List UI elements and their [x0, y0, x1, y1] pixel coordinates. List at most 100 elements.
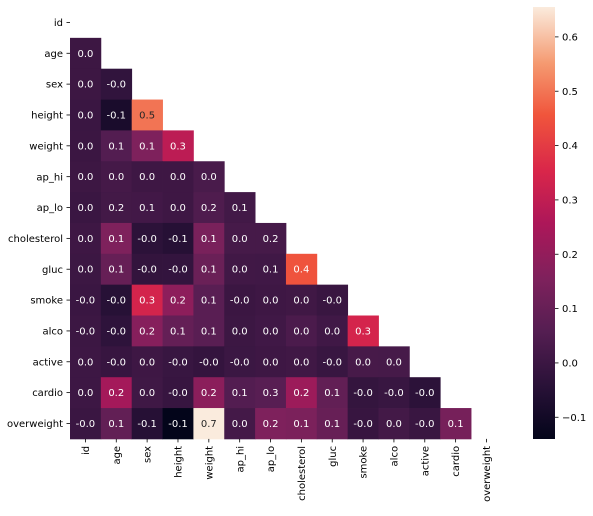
heatmap-cell-active-ap_hi [224, 346, 256, 378]
heatmap-cell-smoke-gluc [316, 284, 349, 316]
cell-label-gluc-height: -0.0 [168, 265, 188, 276]
heatmap-cell-overweight-ap_hi [224, 408, 256, 440]
heatmap-cell-cardio-height [162, 377, 194, 409]
heatmap-cell-active-id [70, 346, 102, 378]
heatmap-cell-alco-ap_hi [224, 315, 256, 347]
cell-label-active-ap_lo: 0.0 [263, 357, 279, 368]
heatmap-cell-active-alco [378, 346, 410, 378]
x-tick-label-id: id [81, 446, 92, 455]
heatmap-cell-ap_lo-id [70, 192, 102, 224]
colorbar-tick-label: 0.4 [562, 141, 578, 152]
cell-label-cholesterol-age: 0.1 [108, 234, 124, 245]
heatmap-cell-cholesterol-sex [131, 222, 163, 255]
heatmap-cell-gluc-ap_hi [224, 253, 256, 286]
heatmap-cell-ap_hi-age [100, 161, 133, 193]
cell-label-ap_hi-sex: 0.0 [139, 172, 155, 183]
heatmap-cell-active-gluc [316, 346, 349, 378]
cell-label-cardio-gluc: 0.1 [324, 388, 340, 399]
heatmap-cell-ap_hi-weight [193, 161, 225, 193]
cell-label-ap_lo-sex: 0.1 [139, 203, 155, 214]
cell-label-height-id: 0.0 [77, 110, 93, 121]
cell-label-gluc-cholesterol: 0.4 [293, 265, 309, 276]
cell-label-overweight-active: -0.0 [415, 419, 435, 430]
heatmap-cell-cholesterol-weight [193, 222, 225, 255]
heatmap-cell-alco-height [162, 315, 194, 347]
y-tick-label-smoke: smoke [30, 296, 63, 307]
x-tick-label-ap_hi: ap_hi [235, 446, 246, 473]
cell-label-weight-height: 0.3 [170, 141, 186, 152]
heatmap-cell-cardio-weight [193, 377, 225, 409]
cell-label-ap_hi-weight: 0.0 [201, 172, 217, 183]
heatmap-cell-ap_lo-weight [193, 192, 225, 224]
y-tick-label-cholesterol: cholesterol [8, 234, 63, 245]
heatmap-cell-cholesterol-ap_hi [224, 222, 256, 255]
cell-label-active-weight: -0.0 [199, 357, 219, 368]
cell-label-overweight-height: -0.1 [168, 419, 188, 430]
cell-label-smoke-height: 0.2 [170, 296, 186, 307]
heatmap-cell-gluc-age [100, 253, 133, 286]
cell-label-active-height: -0.0 [168, 357, 188, 368]
heatmap-cell-overweight-height [162, 408, 194, 440]
heatmap-cell-sex-age [100, 68, 133, 100]
cell-label-alco-age: -0.0 [107, 326, 127, 337]
x-tick-label-age: age [112, 446, 123, 465]
heatmap-cell-weight-height [162, 130, 194, 162]
y-tick-label-overweight: overweight [7, 419, 63, 430]
cell-label-weight-sex: 0.1 [139, 141, 155, 152]
cell-label-cardio-ap_hi: 0.1 [232, 388, 248, 399]
y-tick-label-id: id [54, 18, 63, 29]
heatmap-cell-cardio-id [70, 377, 102, 409]
cell-label-alco-id: -0.0 [76, 326, 96, 337]
cell-label-overweight-gluc: 0.1 [324, 419, 340, 430]
cell-label-cardio-height: -0.0 [168, 388, 188, 399]
x-tick-label-ap_lo: ap_lo [266, 446, 277, 472]
y-tick-label-active: active [33, 357, 63, 368]
cell-label-smoke-gluc: -0.0 [322, 296, 342, 307]
cell-label-alco-cholesterol: 0.0 [293, 326, 309, 337]
heatmap-cell-alco-cholesterol [285, 315, 318, 347]
cell-label-weight-age: 0.1 [108, 141, 124, 152]
colorbar-tick-label: 0.2 [562, 250, 578, 261]
cell-label-cholesterol-weight: 0.1 [201, 234, 217, 245]
heatmap-cell-smoke-age [100, 284, 133, 316]
heatmap-cell-cardio-ap_lo [255, 377, 287, 409]
cell-label-smoke-ap_lo: 0.0 [263, 296, 279, 307]
heatmap-cell-sex-id [70, 68, 102, 100]
cell-label-ap_lo-age: 0.2 [108, 203, 124, 214]
cell-label-gluc-age: 0.1 [108, 265, 124, 276]
heatmap-cells: 0.0 0.0 -0.0 0.0 -0.1 0.5 0.0 0.1 0.1 0.3 0.0 0.0 0.… [70, 37, 472, 440]
heatmap-cell-active-weight [193, 346, 225, 378]
heatmap-cell-gluc-ap_lo [255, 253, 287, 286]
cell-label-overweight-age: 0.1 [108, 419, 124, 430]
heatmap-cell-cardio-cholesterol [285, 377, 318, 409]
cell-label-alco-smoke: 0.3 [355, 326, 371, 337]
cell-label-cardio-active: -0.0 [415, 388, 435, 399]
heatmap-cell-alco-id [70, 315, 102, 347]
colorbar-tick-label: 0.0 [562, 359, 578, 370]
cell-label-active-ap_hi: -0.0 [230, 357, 250, 368]
heatmap-cell-smoke-height [162, 284, 194, 316]
colorbar-tick-label: 0.6 [562, 32, 578, 43]
cell-label-ap_hi-height: 0.0 [170, 172, 186, 183]
cell-label-gluc-sex: -0.0 [137, 265, 157, 276]
cell-label-overweight-smoke: -0.0 [353, 419, 373, 430]
x-tick-label-smoke: smoke [359, 446, 370, 479]
cell-label-gluc-ap_lo: 0.1 [263, 265, 279, 276]
cell-label-sex-id: 0.0 [77, 80, 93, 91]
y-tick-label-gluc: gluc [42, 265, 63, 276]
heatmap-cell-weight-sex [131, 130, 163, 162]
y-tick-label-ap_lo: ap_lo [37, 203, 63, 214]
y-tick-label-weight: weight [29, 141, 63, 152]
heatmap-cell-cardio-alco [378, 377, 410, 409]
heatmap-cell-ap_lo-sex [131, 192, 163, 224]
x-tick-label-cholesterol: cholesterol [297, 446, 308, 501]
cell-label-sex-age: -0.0 [107, 80, 127, 91]
cell-label-alco-ap_hi: 0.0 [232, 326, 248, 337]
heatmap-cell-ap_lo-height [162, 192, 194, 224]
cell-label-ap_hi-age: 0.0 [108, 172, 124, 183]
cell-label-gluc-weight: 0.1 [201, 265, 217, 276]
x-tick-label-active: active [420, 446, 431, 476]
heatmap-cell-smoke-ap_lo [255, 284, 287, 316]
y-tick-label-height: height [31, 111, 63, 122]
